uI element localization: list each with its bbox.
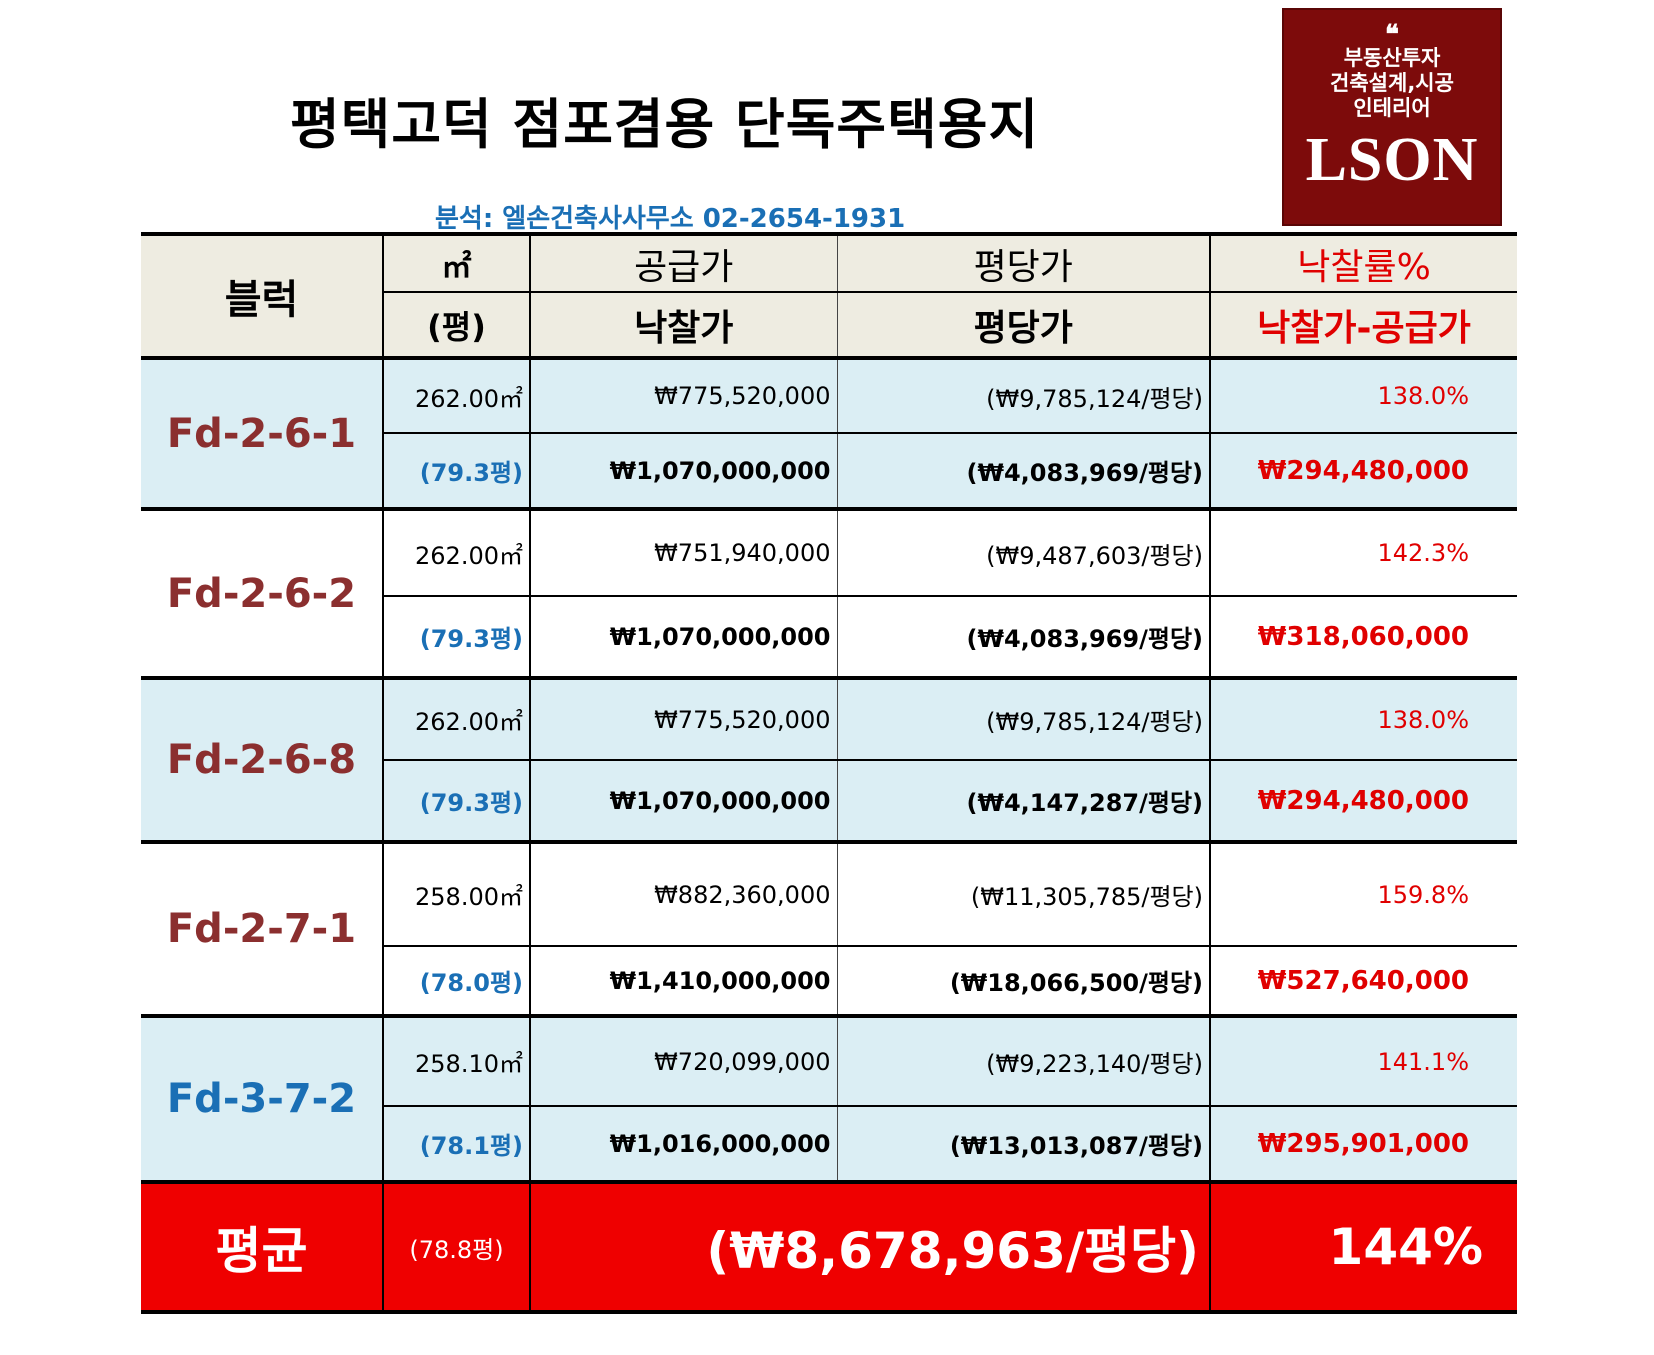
block-name: Fd-2-6-8 [141, 676, 383, 842]
table-row: Fd-2-7-1 258.00㎡ ₩882,360,000 (₩11,305,7… [141, 840, 1517, 1016]
bid-rate: 138.0% [1209, 676, 1517, 760]
perpy-supply: (₩11,305,785/평당) [836, 840, 1210, 946]
header-diff: 낙찰가-공급가 [1209, 291, 1517, 358]
bid-price: ₩1,070,000,000 [529, 595, 837, 678]
area-m2: 258.00㎡ [382, 840, 530, 946]
header-block: 블럭 [141, 232, 383, 358]
table-row: Fd-2-6-1 262.00㎡ ₩775,520,000 (₩9,785,12… [141, 356, 1517, 509]
area-m2: 262.00㎡ [382, 356, 530, 433]
area-py: (78.0평) [382, 945, 530, 1016]
bid-diff: ₩295,901,000 [1209, 1105, 1517, 1182]
bid-diff: ₩527,640,000 [1209, 945, 1517, 1016]
header-rate: 낙찰률% [1209, 232, 1517, 292]
bid-rate: 138.0% [1209, 356, 1517, 433]
header-supply: 공급가 [529, 232, 837, 292]
bid-price: ₩1,070,000,000 [529, 759, 837, 842]
perpy-bid: (₩4,083,969/평당) [836, 432, 1210, 509]
header-bid: 낙찰가 [529, 291, 837, 358]
perpy-supply: (₩9,487,603/평당) [836, 507, 1210, 596]
table-row: Fd-3-7-2 258.10㎡ ₩720,099,000 (₩9,223,14… [141, 1014, 1517, 1182]
area-m2: 258.10㎡ [382, 1014, 530, 1106]
supply-price: ₩775,520,000 [529, 356, 837, 433]
bid-price: ₩1,016,000,000 [529, 1105, 837, 1182]
bid-rate: 141.1% [1209, 1014, 1517, 1106]
area-py: (79.3평) [382, 595, 530, 678]
average-label: 평균 [141, 1180, 383, 1314]
analysis-credit: 분석: 엘손건축사사무소 02-2654-1931 [435, 204, 906, 234]
bid-result-table: 블럭 ㎡ 공급가 평당가 낙찰률% (평) 낙찰가 평당가 낙찰가-공급가 Fd… [141, 232, 1517, 1314]
header-area-m2: ㎡ [382, 232, 530, 292]
perpy-supply: (₩9,785,124/평당) [836, 356, 1210, 433]
perpy-bid: (₩13,013,087/평당) [836, 1105, 1210, 1182]
bid-diff: ₩318,060,000 [1209, 595, 1517, 678]
area-m2: 262.00㎡ [382, 676, 530, 760]
header-area-py: (평) [382, 291, 530, 358]
quote-mark-icon: ❝ [1385, 20, 1399, 50]
supply-price: ₩720,099,000 [529, 1014, 837, 1106]
header-perpy-bid: 평당가 [836, 291, 1210, 358]
header-row-bottom: (평) 낙찰가 평당가 낙찰가-공급가 [141, 291, 1517, 358]
average-perpy: (₩8,678,963/평당) [529, 1180, 1210, 1314]
area-py: (79.3평) [382, 759, 530, 842]
supply-price: ₩775,520,000 [529, 676, 837, 760]
page-title: 평택고덕 점포겸용 단독주택용지 [290, 93, 1040, 156]
block-name: Fd-3-7-2 [141, 1014, 383, 1182]
perpy-bid: (₩4,147,287/평당) [836, 759, 1210, 842]
header-perpy-supply: 평당가 [836, 232, 1210, 292]
logo-line-2: 건축설계,시공 [1330, 71, 1454, 95]
bid-diff: ₩294,480,000 [1209, 432, 1517, 509]
supply-price: ₩751,940,000 [529, 507, 837, 596]
table-row: Fd-2-6-8 262.00㎡ ₩775,520,000 (₩9,785,12… [141, 676, 1517, 842]
logo-brand: LSON [1305, 126, 1479, 194]
area-py: (78.1평) [382, 1105, 530, 1182]
bid-rate: 142.3% [1209, 507, 1517, 596]
lson-logo: ❝ 부동산투자 건축설계,시공 인테리어 LSON [1282, 8, 1502, 226]
area-m2: 262.00㎡ [382, 507, 530, 596]
bid-price: ₩1,410,000,000 [529, 945, 837, 1016]
bid-rate: 159.8% [1209, 840, 1517, 946]
area-py: (79.3평) [382, 432, 530, 509]
perpy-supply: (₩9,223,140/평당) [836, 1014, 1210, 1106]
perpy-bid: (₩18,066,500/평당) [836, 945, 1210, 1016]
block-name: Fd-2-6-1 [141, 356, 383, 509]
perpy-bid: (₩4,083,969/평당) [836, 595, 1210, 678]
bid-diff: ₩294,480,000 [1209, 759, 1517, 842]
logo-line-1: 부동산투자 [1343, 46, 1441, 70]
logo-line-3: 인테리어 [1353, 96, 1431, 120]
header-row-top: 블럭 ㎡ 공급가 평당가 낙찰률% [141, 232, 1517, 358]
table-row: Fd-2-6-2 262.00㎡ ₩751,940,000 (₩9,487,60… [141, 507, 1517, 678]
supply-price: ₩882,360,000 [529, 840, 837, 946]
average-row: 평균 (78.8평) (₩8,678,963/평당) 144% [141, 1180, 1517, 1314]
block-name: Fd-2-6-2 [141, 507, 383, 678]
average-rate: 144% [1209, 1180, 1517, 1314]
perpy-supply: (₩9,785,124/평당) [836, 676, 1210, 760]
block-name: Fd-2-7-1 [141, 840, 383, 1016]
bid-price: ₩1,070,000,000 [529, 432, 837, 509]
average-area: (78.8평) [382, 1180, 530, 1314]
